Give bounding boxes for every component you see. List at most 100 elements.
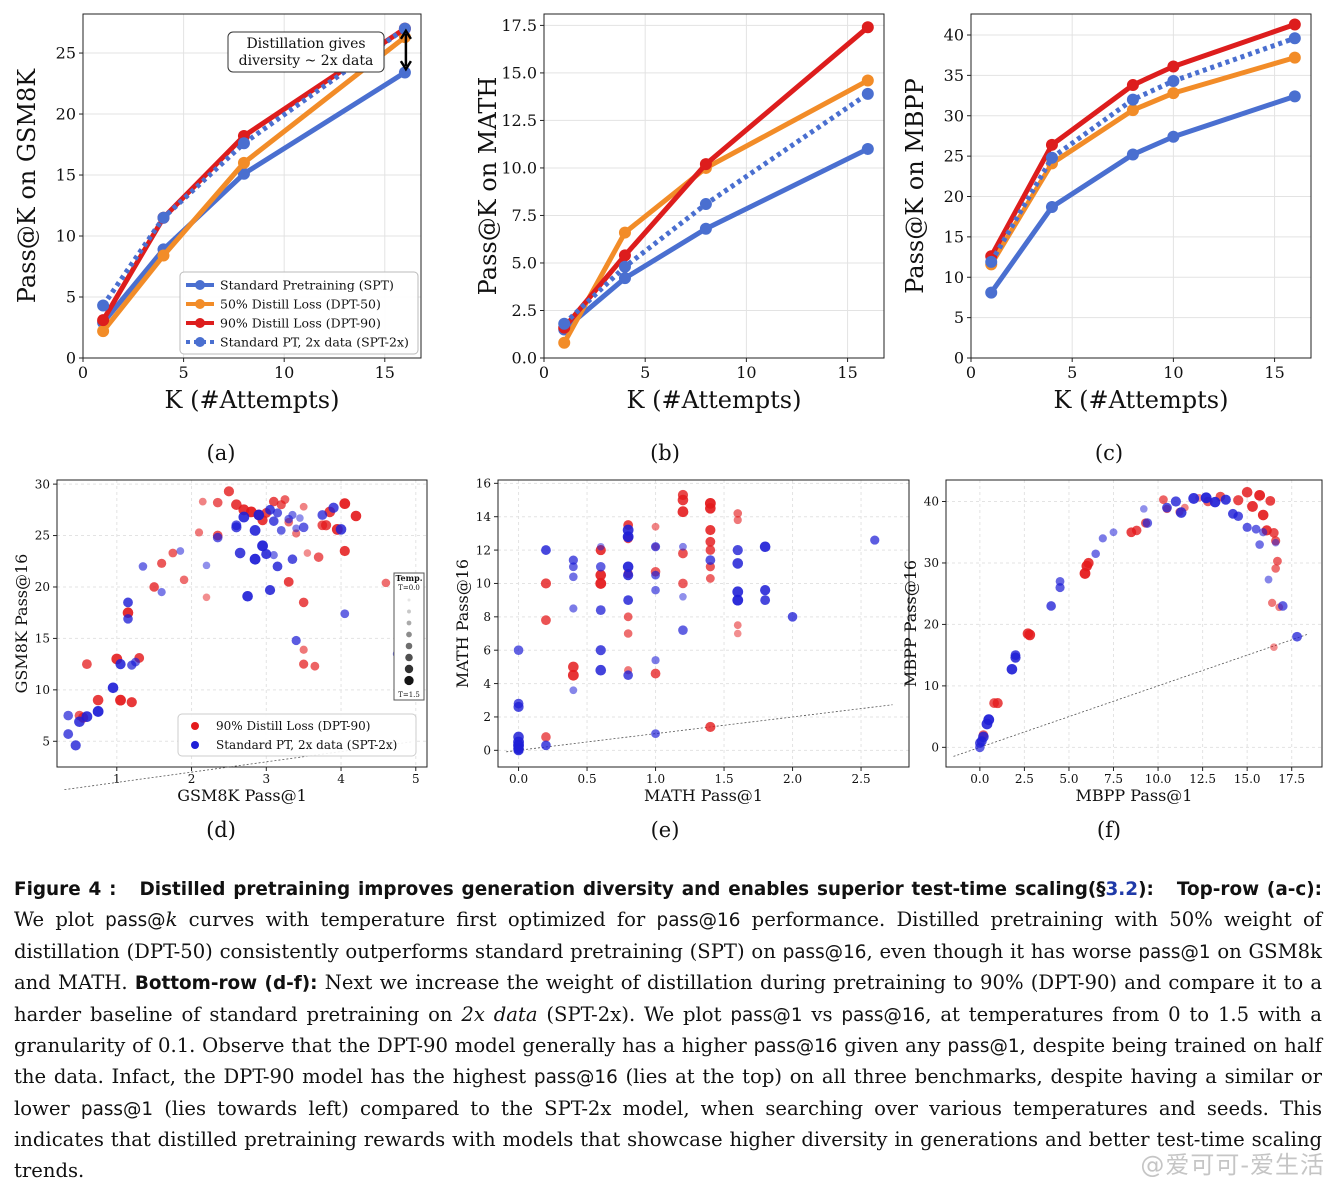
y-tick-label: 0 [954,349,964,368]
temperature-legend-marker [406,620,412,626]
x-tick-label: 2.0 [783,772,802,786]
y-axis-label: MATH Pass@16 [453,559,472,688]
y-tick-label: 15.0 [501,64,537,83]
x-axis-label: MBPP Pass@1 [1076,786,1193,805]
x-axis-label: MATH Pass@1 [644,786,763,805]
annotation-text: Distillation gives [246,36,365,52]
data-point [651,729,660,739]
plot-frame [945,479,1323,768]
data-point [131,657,140,667]
data-point [298,522,309,533]
data-point [651,522,660,531]
data-point [651,656,660,665]
chart-math-passk: 0 5 10 15 0.0 2.5 5.0 7.5 10.0 12.5 15.0 17.5 K (#At… [474,13,885,414]
data-point [1288,32,1301,45]
y-tick-label: 10 [35,683,50,697]
data-point [299,502,308,511]
data-point [595,605,606,616]
y-tick-label: 25 [944,147,964,166]
data-point [1271,536,1281,546]
data-point [623,570,634,581]
data-point [63,710,74,721]
caption-text: on GSM8k and MATH. [14,939,1322,995]
data-point [650,542,661,552]
x-tick-label: 10 [274,363,294,382]
data-point [223,486,235,497]
data-point [618,260,631,273]
data-point [678,548,688,559]
caption-pass16: pass@16 [753,1036,838,1058]
y-tick-label: 15 [944,227,964,246]
data-point [63,729,74,739]
x-axis-label: K (#Attempts) [1054,386,1229,414]
y-tick-label: 8 [483,610,491,624]
data-point [787,612,798,622]
data-point [595,561,606,572]
data-point [678,625,688,635]
data-point [1126,93,1139,106]
x-tick-label: 10.0 [1145,772,1172,786]
diagonal-reference-line [506,704,893,753]
data-point [313,552,324,562]
annotation-box [227,31,385,73]
x-tick-label: 5.0 [1059,772,1078,786]
data-point [985,255,998,268]
y-tick-label: 17.5 [501,16,537,35]
data-point [1167,60,1180,73]
legend-marker [195,318,205,328]
data-point [705,555,716,565]
y-axis-label: Pass@K on MATH [474,77,502,296]
data-point [268,496,279,507]
caption-section-ref[interactable]: 3.2 [1105,879,1139,900]
data-point [1259,528,1268,537]
x-tick-label: 17.5 [1278,772,1305,786]
data-point [157,588,166,597]
x-tick-label: 0 [539,363,549,382]
chart-math-scatter: 0.0 0.5 1.0 1.5 2.0 2.5 0 2 4 6 8 10 12 14 16 MATH Pass… [453,477,910,805]
data-point [168,548,178,558]
caption-k: k [165,908,178,932]
caption-2x-data: 2x data [461,1002,538,1026]
data-point [97,314,110,327]
caption-fig-label: Figure 4 : [14,879,117,900]
x-tick-label: 4 [337,772,345,786]
data-point [595,569,607,581]
data-point [1288,51,1301,64]
data-point [759,541,771,553]
data-point [760,595,771,606]
x-tick-label: 2.5 [852,772,871,786]
data-point [138,562,148,571]
data-point [1131,525,1142,536]
y-tick-label: 6 [483,643,491,657]
data-point [732,544,743,556]
data-point [280,495,290,504]
x-tick-label: 7.5 [1104,772,1123,786]
data-point [339,545,350,557]
data-point [253,509,265,521]
x-tick-label: 0 [78,363,88,382]
caption-text: vs [802,1002,842,1026]
y-tick-label: 0 [66,349,76,368]
caption-text: (lies towards left) compared to the SPT-… [14,1096,1323,1182]
data-point [288,510,297,520]
series-line [101,26,407,307]
data-point [1247,501,1258,512]
data-point [540,578,552,589]
temperature-legend-marker [404,664,414,674]
caption-text: , at temperatures from 0 to 1.5 with a g… [14,1002,1322,1058]
legend-box [179,271,419,355]
watermark-text: @爱可可-爱生活 [1140,1151,1325,1179]
data-point [310,661,320,671]
y-axis-label: Pass@K on GSM8K [13,68,41,304]
temperature-legend-top: T=0.0 [398,584,420,592]
y-tick-label: 12 [476,543,491,557]
caption-text: Next we increase the weight of distillat… [14,971,1323,1026]
x-tick-label: 5 [412,772,420,786]
data-point [97,325,110,338]
caption-pass16: pass@16 [656,910,741,932]
y-tick-label: 10 [476,577,491,591]
caption-title-end: ): [1138,879,1154,900]
data-point [699,198,712,211]
data-point [238,511,250,523]
x-axis-label: GSM8K Pass@1 [177,786,307,805]
